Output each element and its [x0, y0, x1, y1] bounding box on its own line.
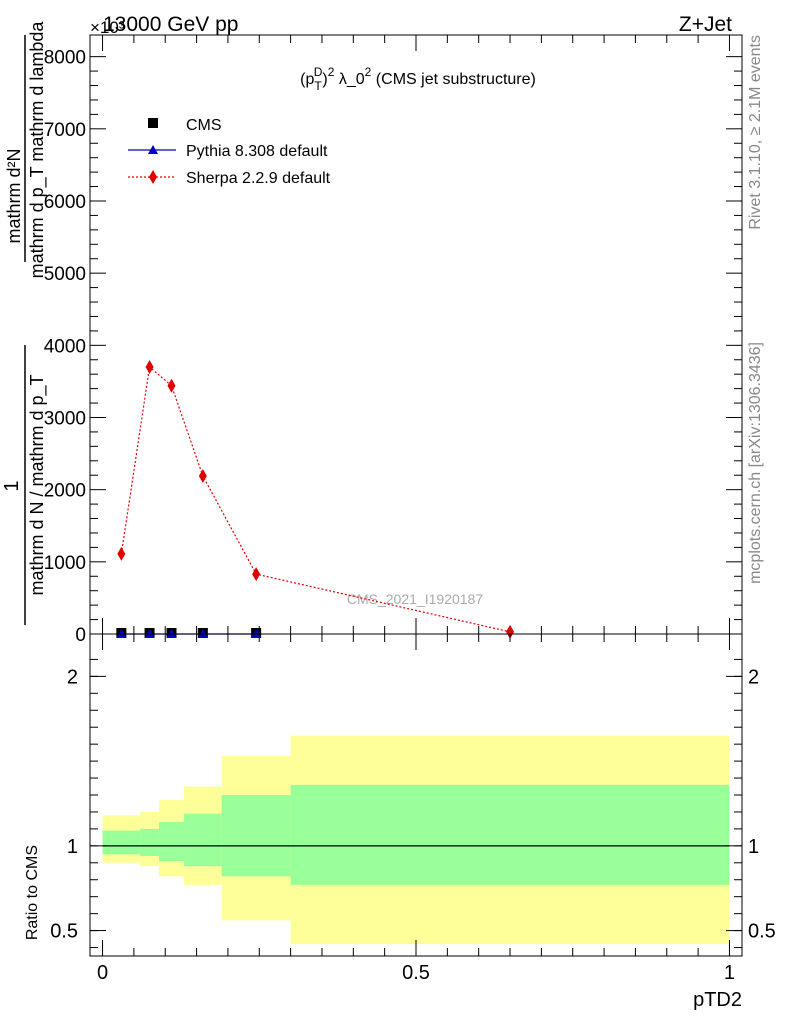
- header-energy-label: 13000 GeV pp: [103, 13, 238, 36]
- title-part-sub: T: [314, 79, 322, 93]
- ratio-inner-band: [158, 822, 185, 862]
- sherpa-point: [252, 567, 261, 582]
- legend: CMS Pythia 8.308 default Sherpa 2.2.9 de…: [128, 117, 331, 187]
- main-y-tick-label: 6000: [44, 192, 86, 213]
- main-ylabel-lead: 1: [1, 480, 23, 491]
- mcplots-label: mcplots.cern.ch [arXiv:1306.3436]: [747, 342, 764, 584]
- exponent-label: ×10³: [90, 18, 125, 37]
- main-y-tick-label: 0: [75, 625, 86, 646]
- ratio-inner-band: [221, 795, 291, 877]
- x-tick-label: 1: [724, 962, 735, 984]
- plot-title: (pTD)2 λ_02 (CMS jet substructure): [300, 65, 536, 93]
- legend-sherpa-marker: [149, 170, 157, 184]
- main-y-tick-label: 2000: [44, 481, 86, 502]
- ratio-y-tick-label-right: 1: [748, 836, 759, 858]
- main-y-ticks: 0 1000 2000 3000 4000 5000 6000 7000 8000: [44, 48, 742, 646]
- main-y-tick-label: 5000: [44, 264, 86, 285]
- legend-sherpa-label: Sherpa 2.2.9 default: [186, 170, 331, 187]
- main-ylabel-numerator-2: mathrm d p_T mathrm d lambda: [27, 21, 48, 279]
- x-axis-label: pTD2: [693, 989, 742, 1011]
- x-tick-label: 0: [97, 962, 108, 984]
- main-ylabel-numerator-1: mathrm d²N: [4, 148, 24, 243]
- legend-pythia-marker: [148, 145, 158, 154]
- main-x-ticks: [102, 35, 730, 634]
- main-y-tick-label: 7000: [44, 120, 86, 141]
- ratio-y-axis-label: Ratio to CMS: [24, 845, 41, 940]
- sherpa-point: [117, 546, 126, 561]
- ratio-y-tick-label: 1: [67, 836, 78, 858]
- sherpa-line: [120, 365, 511, 633]
- header-process-label: Z+Jet: [679, 13, 732, 36]
- ratio-y-tick-label-right: 2: [748, 666, 759, 688]
- title-part-sup2: 2: [328, 65, 335, 79]
- legend-cms-label: CMS: [186, 117, 222, 134]
- sherpa-point: [145, 359, 154, 374]
- title-part-rest: λ_0: [334, 71, 364, 88]
- sherpa-point: [506, 624, 515, 639]
- main-y-tick-label: 3000: [44, 408, 86, 429]
- title-part-paren: ): [322, 71, 327, 88]
- main-y-tick-label: 4000: [44, 336, 86, 357]
- main-y-tick-label: 1000: [44, 553, 86, 574]
- title-part-sup1: D: [314, 65, 323, 79]
- ratio-y-tick-label: 2: [67, 666, 78, 688]
- title-part-sup3: 2: [365, 65, 372, 79]
- sherpa-point: [167, 378, 176, 393]
- legend-pythia-label: Pythia 8.308 default: [186, 143, 328, 160]
- ratio-x-ticks: 0 0.5 1: [97, 634, 735, 984]
- ratio-inner-band: [140, 828, 159, 857]
- title-part-tail: (CMS jet substructure): [371, 71, 535, 88]
- ratio-inner-band: [290, 784, 730, 885]
- ratio-y-tick-label: 0.5: [50, 921, 78, 943]
- main-ylabel-denominator: mathrm d N / mathrm d p_T: [27, 374, 48, 595]
- ratio-y-tick-label-right: 0.5: [748, 921, 776, 943]
- legend-cms-marker: [148, 118, 158, 128]
- ratio-y-ticks: 0.5 0.5 1 1 2 2: [50, 658, 776, 949]
- main-y-axis-label: mathrm d²N mathrm d p_T mathrm d lambda …: [1, 21, 48, 625]
- title-part-main: (p: [300, 71, 314, 88]
- main-panel: 0 1000 2000 3000 4000 5000 6000 7000 8000 CMS_20…: [44, 34, 743, 646]
- ratio-inner-band: [102, 830, 141, 855]
- x-tick-label: 0.5: [402, 962, 430, 984]
- ratio-panel: 0.5 0.51 12 2 0 0.5 1 Ratio to CMS pTD2: [24, 633, 776, 1011]
- ratio-bands: [102, 735, 730, 945]
- watermark: CMS_2021_I1920187: [347, 591, 483, 607]
- sherpa-point: [198, 468, 207, 483]
- ratio-inner-band: [184, 813, 222, 867]
- main-y-tick-label: 8000: [44, 48, 86, 69]
- series-layer: [116, 359, 515, 639]
- rivet-label: Rivet 3.1.10, ≥ 2.1M events: [747, 35, 764, 230]
